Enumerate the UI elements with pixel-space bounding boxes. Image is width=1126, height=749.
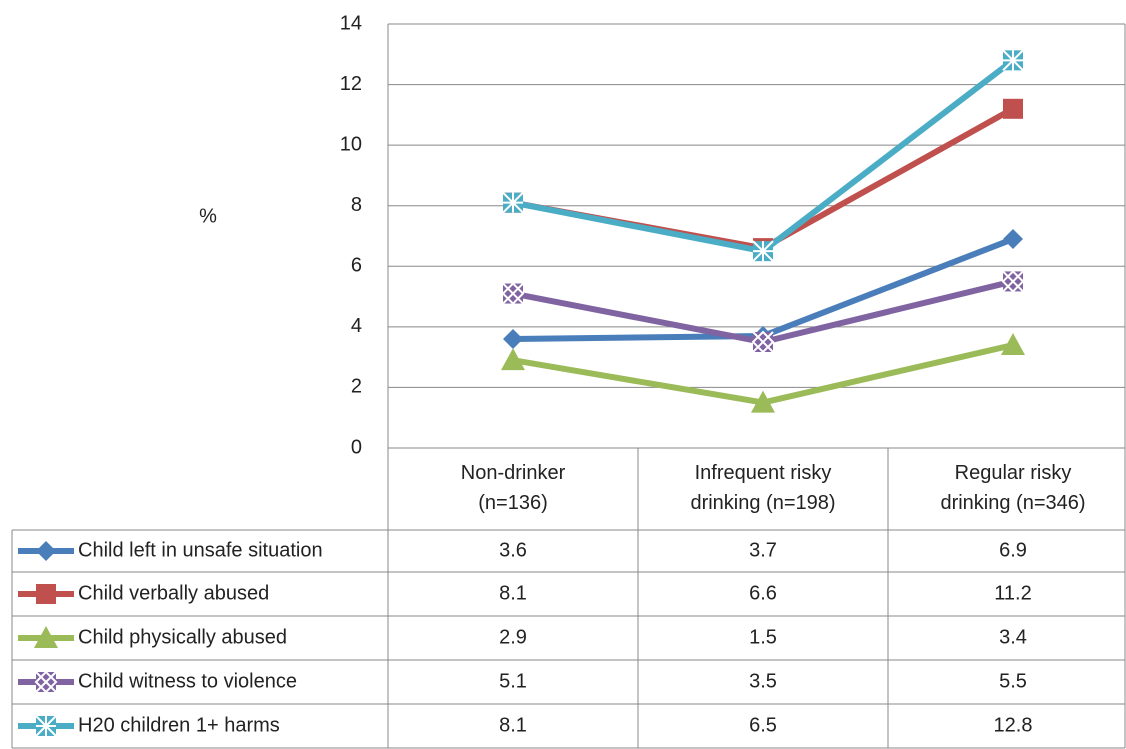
marker: [501, 348, 525, 371]
y-tick-label: 12: [340, 73, 362, 95]
y-tick-label: 14: [340, 12, 362, 34]
table-value: 12.8: [994, 714, 1033, 736]
table-value: 8.1: [499, 714, 527, 736]
table-value: 5.1: [499, 670, 527, 692]
marker: [751, 330, 775, 354]
marker: [503, 328, 523, 349]
marker: [35, 715, 57, 737]
table-value: 5.5: [999, 670, 1027, 692]
table-value: 3.6: [499, 539, 527, 561]
marker: [751, 390, 775, 413]
marker: [1002, 49, 1024, 72]
legend-label: Child witness to violence: [78, 670, 297, 692]
x-tick-label: Non-drinker (n=136): [461, 462, 566, 514]
marker: [36, 541, 56, 561]
marker-pattern: [752, 240, 774, 262]
marker: [36, 584, 56, 604]
table-value: 6.6: [749, 582, 777, 604]
marker: [1001, 270, 1025, 293]
table-value: 3.7: [749, 539, 777, 561]
marker: [752, 240, 774, 262]
y-tick-label: 6: [351, 255, 362, 277]
marker: [34, 626, 58, 648]
table-value: 3.4: [999, 626, 1027, 648]
marker-pattern: [34, 670, 58, 694]
marker-pattern: [751, 330, 775, 354]
table-value: 1.5: [749, 626, 777, 648]
y-axis-label: %: [199, 205, 217, 227]
legend-label: Child physically abused: [78, 626, 287, 648]
marker: [34, 670, 58, 694]
x-tick-label: Regular risky drinking (n=346): [940, 462, 1085, 514]
y-tick-label: 0: [351, 436, 362, 458]
legend-label: Child verbally abused: [78, 582, 269, 604]
y-tick-label: 8: [351, 194, 362, 216]
y-tick-label: 10: [340, 133, 362, 155]
marker-pattern: [1002, 49, 1024, 72]
y-tick-label: 4: [351, 315, 362, 337]
marker-pattern: [35, 715, 57, 737]
table-value: 6.9: [999, 539, 1027, 561]
x-tick-label: Infrequent risky drinking (n=198): [690, 462, 835, 514]
marker-pattern: [502, 191, 524, 214]
marker: [1003, 229, 1023, 250]
marker-pattern: [501, 282, 525, 305]
table-value: 8.1: [499, 582, 527, 604]
table-value: 3.5: [749, 670, 777, 692]
marker: [502, 191, 524, 214]
table-value: 6.5: [749, 714, 777, 736]
series-line: [512, 106, 1015, 252]
legend-label: Child left in unsafe situation: [78, 539, 323, 561]
marker: [1003, 98, 1023, 119]
legend-label: H20 children 1+ harms: [78, 714, 280, 736]
series-line: [512, 57, 1015, 255]
marker: [1001, 333, 1025, 356]
table-value: 2.9: [499, 626, 527, 648]
table-value: 11.2: [994, 582, 1031, 604]
y-tick-label: 2: [351, 376, 362, 398]
marker-pattern: [1001, 270, 1025, 293]
marker: [501, 282, 525, 305]
